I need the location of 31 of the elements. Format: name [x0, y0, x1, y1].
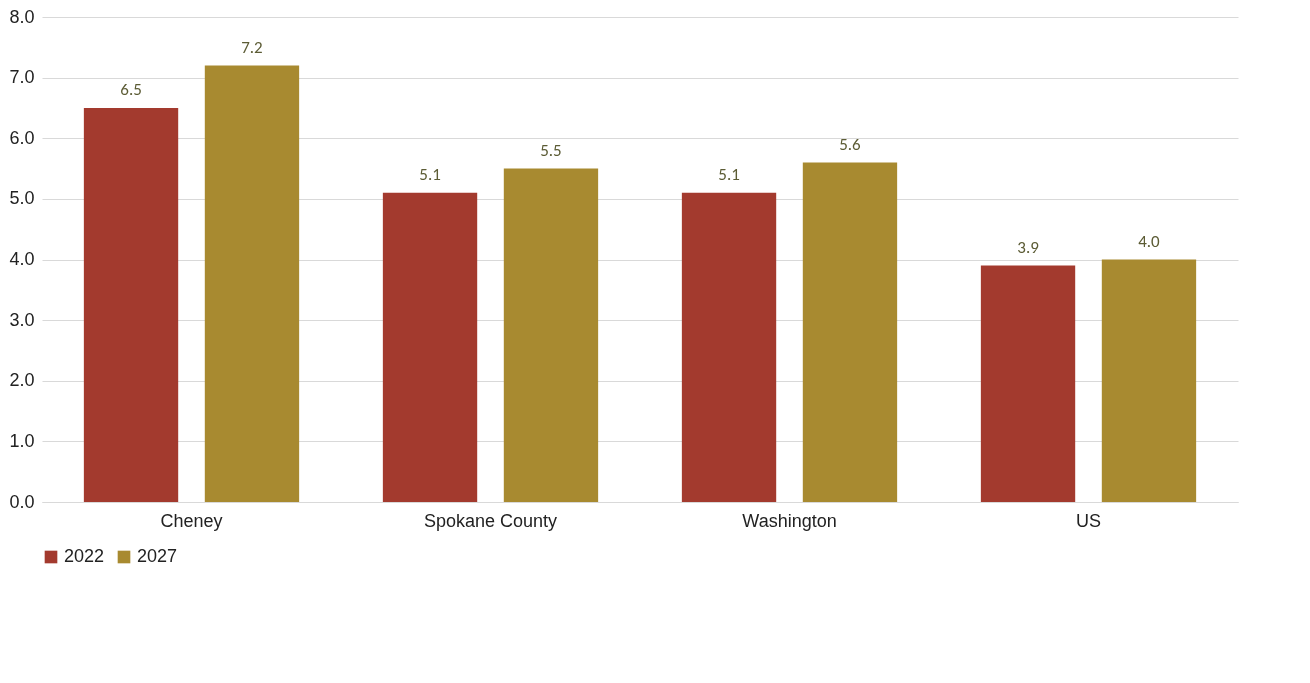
bar — [382, 192, 478, 502]
data-label: 3.9 — [1017, 236, 1040, 258]
y-tick-label: 7.0 — [9, 67, 35, 88]
bar — [980, 265, 1076, 502]
x-tick-label: Spokane County — [423, 510, 558, 531]
data-label: 5.1 — [718, 163, 740, 185]
data-label: 5.1 — [419, 163, 441, 185]
y-tick-label: 4.0 — [9, 249, 35, 269]
bar — [83, 107, 179, 502]
y-tick-label: 1.0 — [9, 430, 35, 451]
legend-label: 2027 — [137, 546, 178, 566]
bar — [802, 162, 898, 502]
bar — [503, 168, 599, 502]
x-tick-label: Washington — [742, 510, 837, 531]
x-tick-label: US — [1075, 510, 1102, 531]
data-label: 5.6 — [839, 133, 862, 155]
y-tick-label: 2.0 — [9, 370, 35, 391]
y-tick-label: 8.0 — [9, 6, 35, 27]
y-tick-label: 6.0 — [9, 127, 35, 148]
y-tick-label: 0.0 — [9, 491, 35, 512]
bar — [681, 192, 777, 502]
y-tick-label: 5.0 — [9, 188, 35, 209]
x-tick-label: Cheney — [160, 510, 223, 531]
bar — [1101, 259, 1197, 502]
data-label: 6.5 — [120, 78, 142, 100]
legend-label: 2022 — [64, 546, 105, 566]
bar — [204, 65, 300, 502]
data-label: 5.5 — [540, 139, 562, 161]
data-label: 4.0 — [1138, 230, 1161, 252]
data-label: 7.2 — [241, 36, 263, 58]
y-tick-label: 3.0 — [9, 309, 35, 330]
